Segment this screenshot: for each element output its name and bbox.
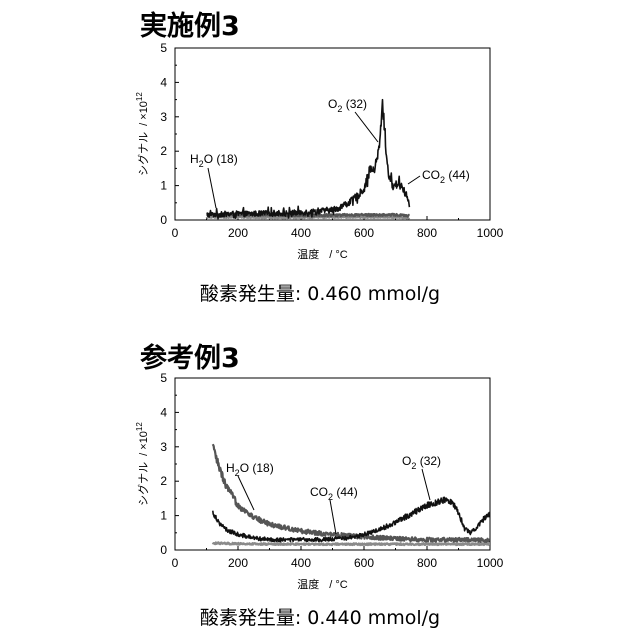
chart-2-y-tick-label: 4 (160, 405, 167, 419)
chart-2-x-tick-label: 200 (228, 556, 248, 570)
chart-2-y-axis-title: シグナル/ ×1012 (135, 422, 150, 506)
chart-1-x-tick-label: 600 (354, 226, 374, 240)
chart-2-x-tick-label: 400 (291, 556, 311, 570)
chart-1-y-tick-label: 0 (160, 213, 167, 227)
chart-1-y-tick-label: 3 (160, 110, 167, 124)
chart-1-y-tick-label: 4 (160, 75, 167, 89)
chart-1-x-axis-title: 温度/ °C (297, 247, 348, 261)
chart-1-x-tick-label: 400 (291, 226, 311, 240)
chart-1-x-tick-label: 1000 (477, 226, 504, 240)
chart-2-y-tick-label: 2 (160, 474, 167, 488)
chart-1-series-label-h2: H2O (18) (190, 152, 238, 169)
chart-2-y-tick-label: 3 (160, 440, 167, 454)
chart-2-x-tick-label: 1000 (477, 556, 504, 570)
chart-1-plot: 0 200 400 600 800 1000 0 1 2 3 4 5 温度/ °C シグナル/ ×1012… (0, 0, 640, 270)
chart-1-series-label-co2: CO2 (44) (422, 168, 470, 185)
chart-1-series-leader-line (355, 112, 378, 142)
chart-1-y-tick-label: 2 (160, 144, 167, 158)
chart-2-series-label-h2: H2O (18) (226, 461, 274, 478)
chart-2-x-tick-label: 600 (354, 556, 374, 570)
chart-1-series-leader-line (408, 176, 420, 184)
chart-1-series-label-o2: O2 (32) (328, 97, 367, 114)
chart-2-y-tick-label: 1 (160, 509, 167, 523)
chart-1-series-leader-line (208, 168, 216, 208)
chart-2-x-axis-title: 温度/ °C (297, 577, 348, 591)
chart-2-series-line-co2 (213, 542, 490, 545)
chart-2-plot: 0 200 400 600 800 1000 0 1 2 3 4 5 温度/ °C シグナル/ ×1012… (0, 330, 640, 600)
chart-1-x-tick-label: 0 (172, 226, 179, 240)
chart-2-plot-frame (175, 378, 490, 550)
chart-2-series-label-o2: O2 (32) (402, 454, 441, 471)
chart-1-y-tick-label: 1 (160, 179, 167, 193)
chart-2-y-tick-label: 5 (160, 371, 167, 385)
chart-2-x-tick-label: 800 (417, 556, 437, 570)
chart-1-x-tick-label: 200 (228, 226, 248, 240)
chart-1-y-axis-title: シグナル/ ×1012 (135, 92, 150, 176)
chart-2-oxygen-amount: 酸素発生量: 0.440 mmol/g (0, 603, 640, 630)
chart-1-oxygen-amount: 酸素発生量: 0.460 mmol/g (0, 279, 640, 306)
chart-1-x-tick-label: 800 (417, 226, 437, 240)
chart-2-series-leader-line (422, 469, 430, 500)
chart-2-y-tick-label: 0 (160, 543, 167, 557)
chart-2-series-label-co2: CO2 (44) (310, 485, 358, 502)
chart-2-x-tick-label: 0 (172, 556, 179, 570)
chart-1-y-tick-label: 5 (160, 41, 167, 55)
chart-1-plot-frame (175, 48, 490, 220)
chart-2-series-leader-line (330, 500, 336, 534)
